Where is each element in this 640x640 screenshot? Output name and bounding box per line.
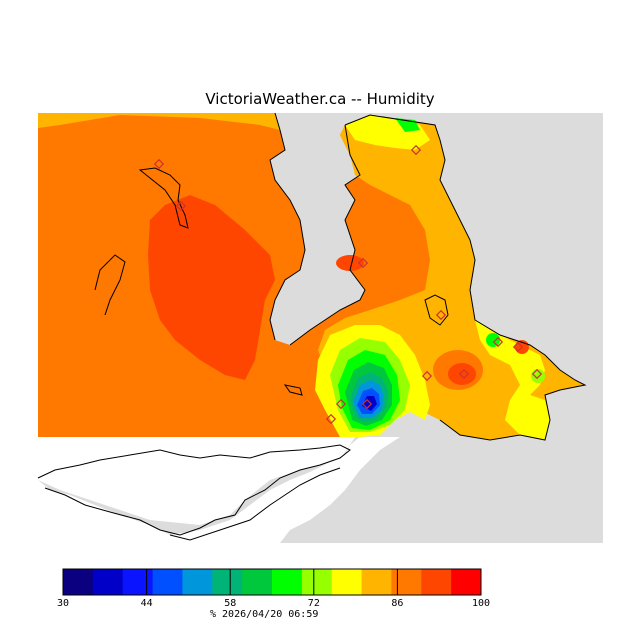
colorbar-tick-label: 30: [57, 598, 70, 609]
colorbar-swatch: [242, 569, 273, 595]
colorbar-swatch: [152, 569, 183, 595]
colorbar-swatch: [92, 569, 124, 595]
colorbar-swatch: [361, 569, 392, 595]
colorbar-swatch: [212, 569, 243, 595]
humidity-zone-90-west: [148, 195, 275, 380]
colorbar-tick-label: 100: [472, 598, 491, 609]
coastlines: [37, 112, 587, 541]
colorbar-swatch: [331, 569, 363, 595]
humidity-zone-76-top: [38, 113, 280, 130]
colorbar-tick-label: 44: [140, 598, 153, 609]
strait-water: [38, 437, 355, 525]
station-marker[interactable]: [361, 398, 373, 410]
station-marker[interactable]: [335, 398, 347, 410]
station-marker[interactable]: [175, 200, 187, 212]
station-marker[interactable]: [531, 368, 543, 380]
station-marker[interactable]: [357, 257, 369, 269]
station-marker[interactable]: [410, 144, 422, 156]
station-marker[interactable]: [153, 158, 165, 170]
colorbar-swatch: [301, 569, 333, 595]
colorbar-swatch: [272, 569, 303, 595]
station-markers: [153, 144, 543, 425]
colorbar-swatch: [182, 569, 213, 595]
station-marker[interactable]: [435, 309, 447, 321]
humidity-zone-90-east: [448, 363, 476, 385]
humidity-zone-72-east: [475, 320, 550, 440]
colorbar-swatch: [391, 569, 422, 595]
humidity-colorbar: [62, 568, 482, 596]
station-marker[interactable]: [421, 370, 433, 382]
humidity-zone-90-north: [336, 255, 364, 271]
station-marker[interactable]: [512, 341, 524, 353]
colorbar-swatch: [122, 569, 154, 595]
colorbar-footer: % 2026/04/20 06:59: [210, 609, 319, 620]
humidity-spot-66-east: [486, 333, 500, 347]
colorbar-tick-label: 86: [391, 598, 404, 609]
station-marker[interactable]: [458, 368, 470, 380]
station-marker[interactable]: [325, 413, 337, 425]
map-title: VictoriaWeather.ca -- Humidity: [205, 90, 435, 108]
colorbar-tick-label: 72: [307, 598, 320, 609]
colorbar-swatch: [63, 569, 94, 595]
colorbar-tick-label: 58: [224, 598, 237, 609]
station-marker[interactable]: [492, 336, 504, 348]
colorbar-swatch: [421, 569, 452, 595]
south-water: [38, 437, 400, 543]
colorbar-swatch: [451, 569, 482, 595]
